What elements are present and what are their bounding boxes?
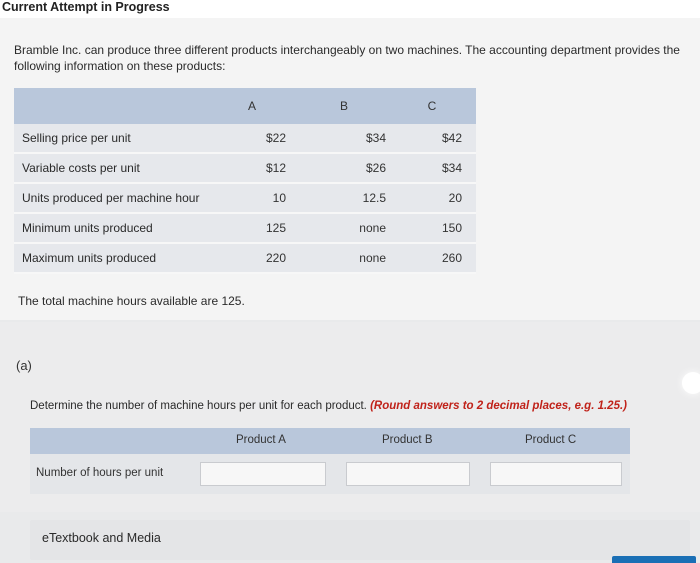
- table-row: Units produced per machine hour 10 12.5 …: [14, 184, 476, 214]
- row-label: Variable costs per unit: [14, 154, 218, 184]
- cell-value: 125: [218, 214, 302, 244]
- column-header-c: C: [402, 88, 476, 124]
- cell-value: 10: [218, 184, 302, 214]
- answer-table-header: Product A Product B Product C: [30, 428, 630, 454]
- answer-column-product-c: Product C: [525, 434, 577, 446]
- scroll-handle[interactable]: [682, 372, 700, 394]
- cell-value: 12.5: [302, 184, 402, 214]
- cell-value: none: [302, 244, 402, 274]
- row-label: Maximum units produced: [14, 244, 218, 274]
- product-info-table: A B C Selling price per unit $22 $34 $42…: [14, 88, 476, 274]
- instruction-text: Determine the number of machine hours pe…: [30, 400, 371, 412]
- row-label: Selling price per unit: [14, 124, 218, 154]
- problem-intro: Bramble Inc. can produce three different…: [14, 43, 680, 73]
- cell-value: 150: [402, 214, 476, 244]
- part-label: (a): [16, 358, 32, 373]
- cell-value: $34: [302, 124, 402, 154]
- submit-button[interactable]: [612, 556, 696, 563]
- column-header-a: A: [218, 88, 302, 124]
- attempt-status-title: Current Attempt in Progress: [2, 0, 170, 14]
- cell-value: 220: [218, 244, 302, 274]
- etextbook-media-label: eTextbook and Media: [42, 531, 161, 545]
- table-header-row: A B C: [14, 88, 476, 124]
- cell-value: $34: [402, 154, 476, 184]
- cell-value: $42: [402, 124, 476, 154]
- table-header-blank: [14, 88, 218, 124]
- attempt-header: Current Attempt in Progress: [0, 0, 700, 18]
- hours-per-unit-product-a-input[interactable]: [200, 462, 326, 486]
- table-row: Selling price per unit $22 $34 $42: [14, 124, 476, 154]
- rounding-instruction: (Round answers to 2 decimal places, e.g.…: [370, 400, 627, 412]
- hours-per-unit-product-b-input[interactable]: [346, 462, 470, 486]
- answer-row-label: Number of hours per unit: [36, 467, 164, 479]
- answer-row: Number of hours per unit: [30, 454, 630, 494]
- machine-hours-note: The total machine hours available are 12…: [18, 294, 245, 308]
- answer-column-product-b: Product B: [382, 434, 433, 446]
- cell-value: $26: [302, 154, 402, 184]
- cell-value: none: [302, 214, 402, 244]
- answer-column-product-a: Product A: [236, 434, 286, 446]
- part-a-panel: (a) Determine the number of machine hour…: [0, 322, 700, 512]
- hours-per-unit-product-c-input[interactable]: [490, 462, 622, 486]
- row-label: Minimum units produced: [14, 214, 218, 244]
- cell-value: 260: [402, 244, 476, 274]
- part-instructions: Determine the number of machine hours pe…: [30, 400, 680, 412]
- table-row: Minimum units produced 125 none 150: [14, 214, 476, 244]
- table-row: Variable costs per unit $12 $26 $34: [14, 154, 476, 184]
- cell-value: $12: [218, 154, 302, 184]
- cell-value: 20: [402, 184, 476, 214]
- etextbook-media-button[interactable]: eTextbook and Media: [30, 520, 690, 560]
- row-label: Units produced per machine hour: [14, 184, 218, 214]
- cell-value: $22: [218, 124, 302, 154]
- answer-table: Product A Product B Product C Number of …: [30, 428, 630, 494]
- table-row: Maximum units produced 220 none 260: [14, 244, 476, 274]
- column-header-b: B: [302, 88, 402, 124]
- problem-panel: Bramble Inc. can produce three different…: [0, 18, 700, 320]
